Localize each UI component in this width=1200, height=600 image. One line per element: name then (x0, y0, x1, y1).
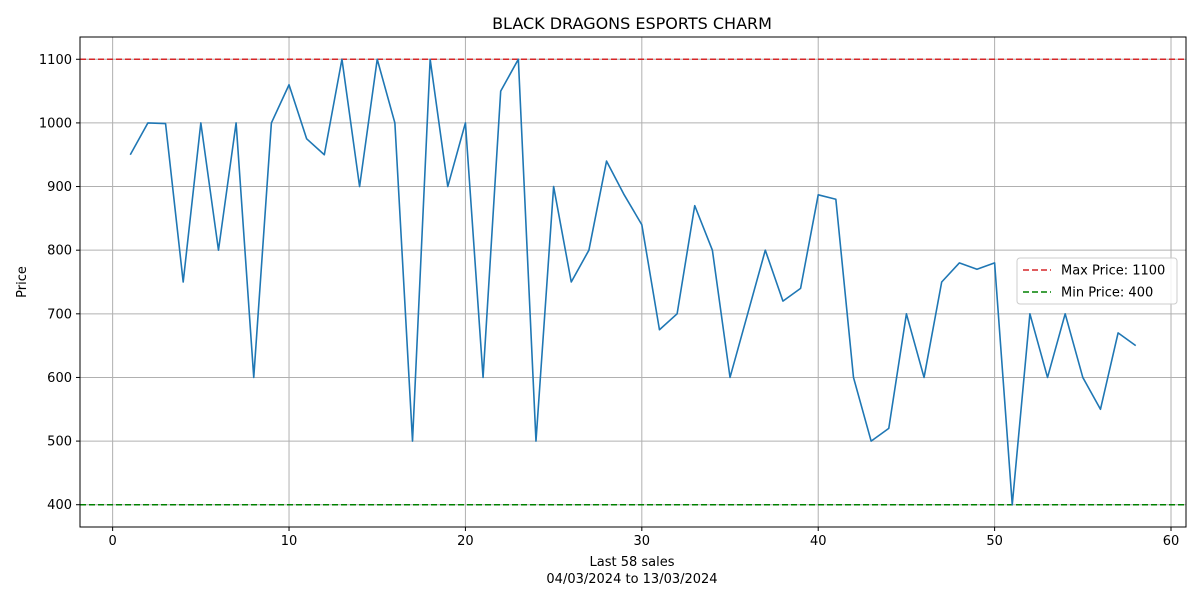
y-tick-label: 1000 (39, 116, 72, 131)
data-point (1045, 375, 1050, 380)
data-point (551, 184, 556, 189)
data-point (992, 260, 997, 265)
data-point (657, 327, 662, 332)
data-point (481, 375, 486, 380)
data-point (128, 152, 133, 157)
x-tick-label: 20 (457, 534, 474, 549)
x-tick-label: 60 (1163, 534, 1180, 549)
y-tick-label: 700 (47, 307, 72, 322)
data-point (1098, 407, 1103, 412)
data-point (692, 203, 697, 208)
data-point (445, 184, 450, 189)
data-point (780, 299, 785, 304)
data-point (622, 192, 627, 197)
data-point (234, 120, 239, 125)
data-point (745, 311, 750, 316)
data-point (851, 375, 856, 380)
x-tick-label: 0 (108, 534, 116, 549)
x-tick-label: 30 (634, 534, 651, 549)
data-point (939, 280, 944, 285)
data-point (1133, 343, 1138, 348)
data-point (287, 82, 292, 87)
data-point (322, 152, 327, 157)
data-point (1063, 311, 1068, 316)
data-point (145, 120, 150, 125)
data-point (710, 248, 715, 253)
data-point (728, 375, 733, 380)
data-point (586, 248, 591, 253)
data-point (798, 286, 803, 291)
data-point (604, 159, 609, 164)
data-point (833, 197, 838, 202)
axes-frame (79, 36, 1187, 528)
data-point (569, 280, 574, 285)
data-point (1010, 502, 1015, 507)
data-point (1116, 330, 1121, 335)
data-point (763, 248, 768, 253)
data-point (974, 267, 979, 272)
x-tick-label: 50 (986, 534, 1003, 549)
y-axis-label: Price (15, 266, 30, 298)
data-point (304, 136, 309, 141)
data-point (957, 260, 962, 265)
data-point (498, 89, 503, 94)
data-point (357, 184, 362, 189)
data-point (198, 120, 203, 125)
x-axis-label: Last 58 sales (589, 555, 674, 570)
y-tick-label: 900 (47, 180, 72, 195)
legend-max-label: Max Price: 1100 (1061, 264, 1165, 279)
data-point (1080, 375, 1085, 380)
x-tick-label: 10 (281, 534, 298, 549)
data-point (516, 57, 521, 62)
data-point (675, 311, 680, 316)
x-axis-date-range: 04/03/2024 to 13/03/2024 (546, 572, 717, 587)
data-point (181, 280, 186, 285)
legend-min-label: Min Price: 400 (1061, 286, 1153, 301)
data-point (886, 426, 891, 431)
data-point (339, 57, 344, 62)
data-point (410, 439, 415, 444)
data-point (904, 311, 909, 316)
data-point (869, 439, 874, 444)
y-tick-label: 500 (47, 435, 72, 450)
y-tick-label: 800 (47, 244, 72, 259)
data-point (269, 120, 274, 125)
data-point (816, 192, 821, 197)
y-tick-label: 400 (47, 498, 72, 513)
plot-area: 0 10 20 30 40 50 60 400 500 600 700 800 900 1000 1100 (39, 36, 1187, 549)
data-point (639, 222, 644, 227)
data-point (251, 375, 256, 380)
data-point (533, 439, 538, 444)
data-point (428, 57, 433, 62)
y-tick-label: 600 (47, 371, 72, 386)
data-point (375, 57, 380, 62)
legend-box (1016, 257, 1178, 305)
chart-title: BLACK DRAGONS ESPORTS CHARM (492, 14, 772, 33)
x-tick-label: 40 (810, 534, 827, 549)
data-point (1027, 311, 1032, 316)
data-point (463, 120, 468, 125)
y-tick-label: 1100 (39, 53, 72, 68)
data-point (392, 120, 397, 125)
data-point (922, 375, 927, 380)
data-point (163, 121, 168, 126)
data-point (216, 248, 221, 253)
legend: Max Price: 1100 Min Price: 400 (1016, 257, 1178, 305)
price-series-line (129, 58, 1137, 506)
